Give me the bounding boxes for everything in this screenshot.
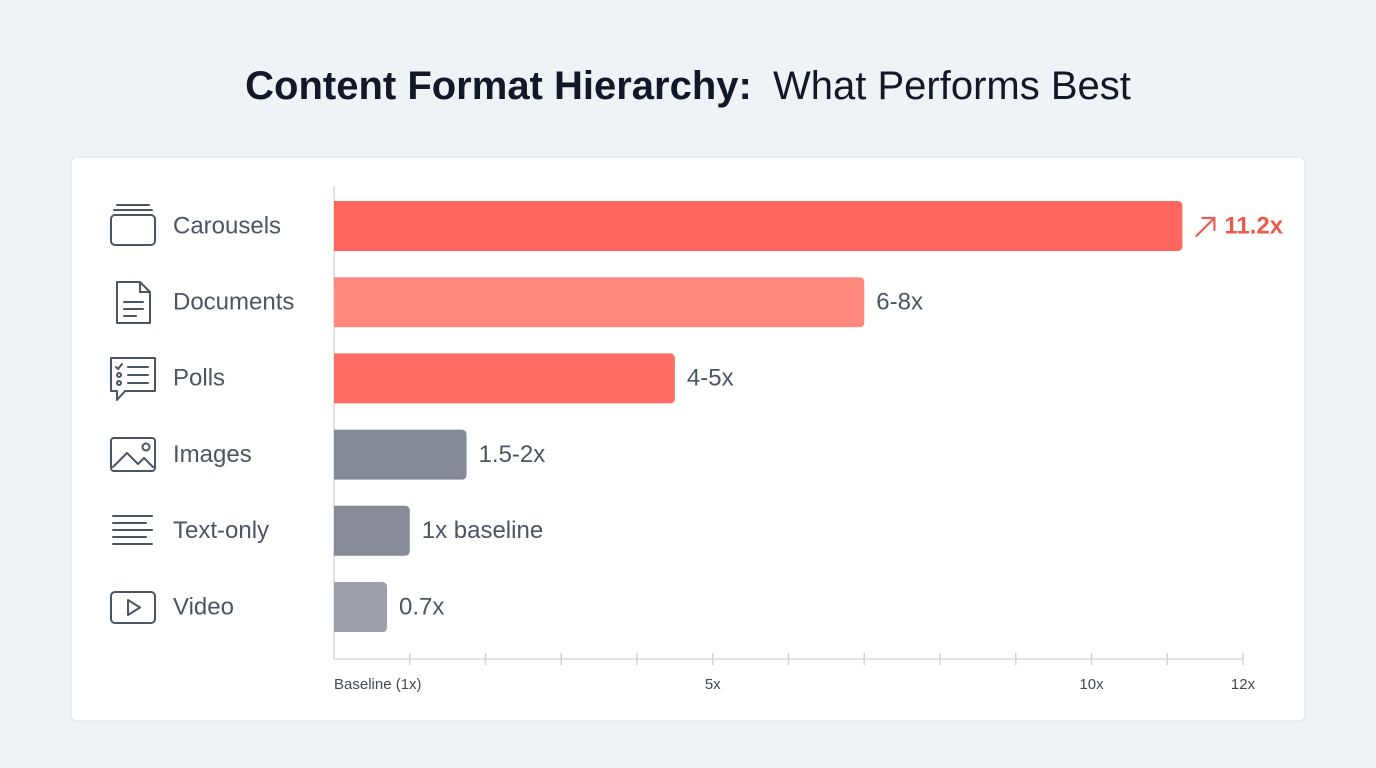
image-icon <box>110 437 156 472</box>
bar <box>334 201 1183 251</box>
x-tick-label: Baseline (1x) <box>334 676 422 693</box>
document-icon <box>116 281 151 324</box>
bar <box>334 277 865 328</box>
x-tick-label: 5x <box>705 676 721 693</box>
poll-icon <box>110 357 156 401</box>
bar <box>334 505 410 556</box>
title-rest: What Performs Best <box>773 64 1131 108</box>
x-tick-label: 12x <box>1231 676 1256 693</box>
x-tick-label: 10x <box>1079 676 1104 693</box>
value-label: 1x baseline <box>422 517 543 544</box>
category-label: Images <box>173 441 252 468</box>
trend-arrow <box>1195 216 1216 238</box>
chart-title: Content Format Hierarchy: What Performs … <box>245 64 1131 108</box>
text-icon <box>112 515 153 545</box>
category-label: Documents <box>173 289 294 316</box>
carousel-icon <box>110 204 156 246</box>
category-label: Video <box>173 593 234 620</box>
bar <box>334 353 675 404</box>
video-icon <box>110 591 156 624</box>
bar <box>334 429 467 480</box>
category-label: Text-only <box>173 517 269 544</box>
value-label: 6-8x <box>876 289 923 316</box>
bar <box>334 582 388 632</box>
icons <box>110 204 156 624</box>
title-bold: Content Format Hierarchy: <box>245 64 752 108</box>
value-label: 4-5x <box>687 365 734 392</box>
category-label: Carousels <box>173 212 281 239</box>
value-label: 1.5-2x <box>479 441 546 468</box>
category-label: Polls <box>173 365 225 392</box>
value-label: 0.7x <box>399 593 444 620</box>
value-label: 11.2x <box>1224 212 1283 239</box>
